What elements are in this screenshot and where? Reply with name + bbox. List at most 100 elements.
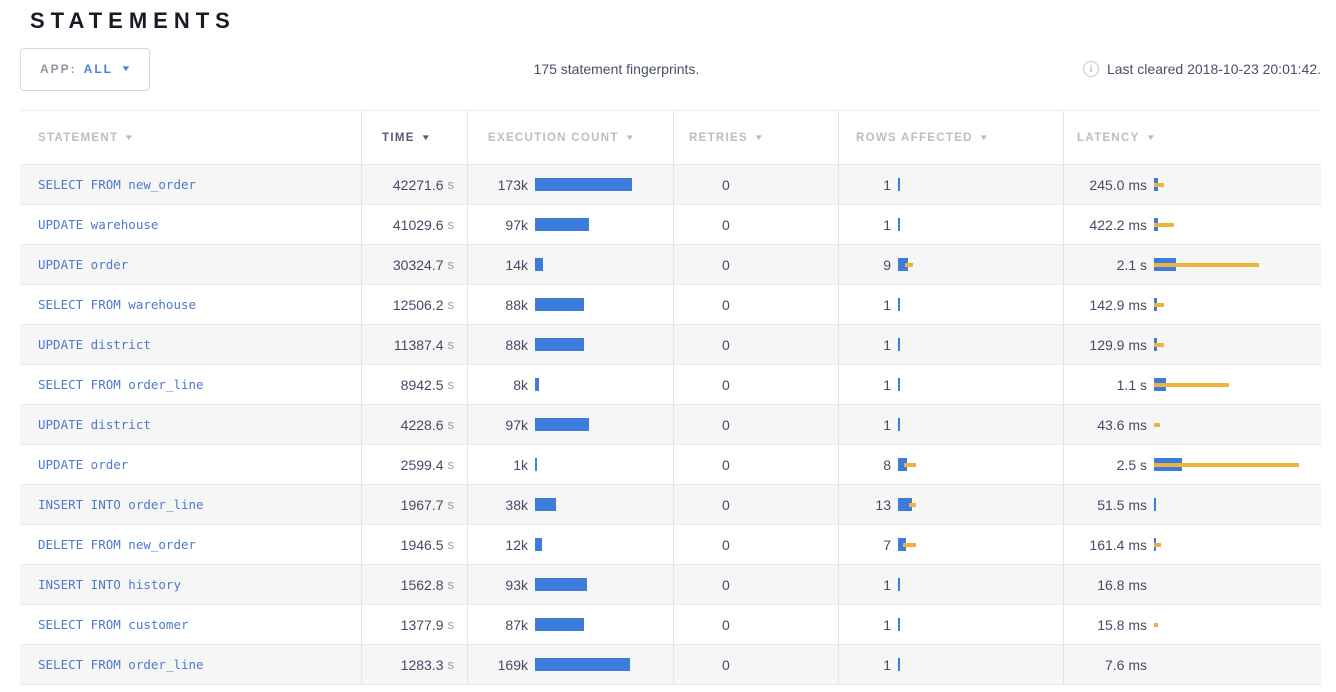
- statement-link[interactable]: SELECT FROM customer: [38, 617, 189, 632]
- rows-affected-cell: 1: [838, 645, 1063, 684]
- retries-cell: 0: [673, 165, 838, 204]
- time-value: 42271.6: [392, 176, 444, 193]
- table-row: SELECT FROM customer 1377.9 s 87k 0 1 15.8 ms: [20, 604, 1321, 644]
- execution-count-value: 88k: [505, 336, 528, 353]
- statement-cell: UPDATE warehouse: [20, 205, 361, 244]
- latency-bar-chart: [1154, 458, 1303, 471]
- column-header-retries[interactable]: RETRIES ▼: [673, 111, 838, 164]
- latency-bar-chart: [1154, 658, 1158, 671]
- latency-cell: 129.9 ms: [1063, 325, 1321, 364]
- sort-arrow-icon: ▼: [978, 133, 991, 142]
- table-row: UPDATE order 2599.4 s 1k 0 8 2.5 s: [20, 444, 1321, 484]
- statement-link[interactable]: INSERT INTO order_line: [38, 497, 204, 512]
- statement-cell: SELECT FROM order_line: [20, 645, 361, 684]
- statement-cell: SELECT FROM warehouse: [20, 285, 361, 324]
- retries-value: 0: [722, 456, 730, 473]
- execution-count-value: 87k: [505, 616, 528, 633]
- execution-count-cell: 173k: [467, 165, 673, 204]
- execution-count-cell: 12k: [467, 525, 673, 564]
- time-cell: 1377.9 s: [361, 605, 467, 644]
- execution-count-cell: 169k: [467, 645, 673, 684]
- time-cell: 12506.2 s: [361, 285, 467, 324]
- latency-value: 142.9 ms: [1089, 296, 1147, 313]
- execution-count-bar: [535, 538, 542, 551]
- statement-link[interactable]: INSERT INTO history: [38, 577, 181, 592]
- time-cell: 2599.4 s: [361, 445, 467, 484]
- execution-count-bar: [535, 178, 632, 191]
- statement-link[interactable]: UPDATE district: [38, 417, 151, 432]
- execution-count-cell: 87k: [467, 605, 673, 644]
- execution-count-cell: 8k: [467, 365, 673, 404]
- info-icon[interactable]: i: [1082, 61, 1099, 77]
- time-value: 1283.3: [400, 656, 444, 673]
- rows-affected-stddev-bar: [909, 502, 916, 507]
- rows-affected-bar-chart: [898, 538, 925, 551]
- latency-value: 161.4 ms: [1089, 536, 1147, 553]
- latency-value: 43.6 ms: [1097, 416, 1147, 433]
- rows-affected-mean-bar: [898, 618, 900, 631]
- execution-count-value: 88k: [505, 296, 528, 313]
- execution-count-value: 8k: [513, 376, 528, 393]
- latency-value: 51.5 ms: [1097, 496, 1147, 513]
- statement-link[interactable]: SELECT FROM order_line: [38, 377, 204, 392]
- execution-count-value: 93k: [505, 576, 528, 593]
- column-header-label: ROWS AFFECTED: [856, 131, 973, 144]
- rows-affected-value: 1: [883, 576, 891, 593]
- time-value: 2599.4: [400, 456, 444, 473]
- statement-link[interactable]: UPDATE order: [38, 257, 129, 272]
- statement-link[interactable]: UPDATE order: [38, 457, 129, 472]
- time-unit: s: [447, 417, 455, 432]
- statement-link[interactable]: SELECT FROM warehouse: [38, 297, 197, 312]
- rows-affected-value: 1: [883, 656, 891, 673]
- latency-stddev-bar: [1154, 542, 1161, 547]
- time-unit: s: [447, 217, 455, 232]
- statement-link[interactable]: SELECT FROM new_order: [38, 177, 197, 192]
- statement-link[interactable]: UPDATE district: [38, 337, 151, 352]
- latency-value: 2.1 s: [1116, 256, 1147, 273]
- execution-count-cell: 88k: [467, 325, 673, 364]
- statement-cell: UPDATE order: [20, 245, 361, 284]
- statement-link[interactable]: DELETE FROM new_order: [38, 537, 197, 552]
- time-unit: s: [447, 537, 455, 552]
- statement-link[interactable]: UPDATE warehouse: [38, 217, 159, 232]
- execution-count-value: 97k: [505, 216, 528, 233]
- time-unit: s: [447, 337, 455, 352]
- time-value: 12506.2: [392, 296, 444, 313]
- retries-cell: 0: [673, 565, 838, 604]
- rows-affected-value: 1: [883, 616, 891, 633]
- rows-affected-bar-chart: [898, 178, 906, 191]
- retries-cell: 0: [673, 245, 838, 284]
- statement-cell: UPDATE district: [20, 325, 361, 364]
- rows-affected-mean-bar: [898, 218, 900, 231]
- rows-affected-mean-bar: [898, 658, 900, 671]
- table-row: SELECT FROM order_line 1283.3 s 169k 0 1 7.6 m…: [20, 644, 1321, 684]
- statement-cell: SELECT FROM order_line: [20, 365, 361, 404]
- rows-affected-bar-chart: [898, 218, 906, 231]
- statement-cell: UPDATE order: [20, 445, 361, 484]
- rows-affected-value: 9: [883, 256, 891, 273]
- column-header-rows-affected[interactable]: ROWS AFFECTED ▼: [838, 111, 1063, 164]
- column-header-latency[interactable]: LATENCY ▼: [1063, 111, 1321, 164]
- retries-value: 0: [722, 616, 730, 633]
- rows-affected-value: 8: [883, 456, 891, 473]
- last-cleared-text: Last cleared 2018-10-23 20:01:42.: [1106, 61, 1321, 77]
- column-header-time[interactable]: TIME ▼: [361, 111, 467, 164]
- latency-cell: 15.8 ms: [1063, 605, 1321, 644]
- time-unit: s: [447, 577, 455, 592]
- rows-affected-cell: 13: [838, 485, 1063, 524]
- time-cell: 42271.6 s: [361, 165, 467, 204]
- execution-count-value: 1k: [513, 456, 528, 473]
- execution-count-cell: 14k: [467, 245, 673, 284]
- column-header-statement[interactable]: STATEMENT ▼: [20, 111, 361, 164]
- rows-affected-bar-chart: [898, 418, 906, 431]
- app-filter-dropdown[interactable]: APP: ALL ▼: [20, 47, 150, 91]
- execution-count-cell: 93k: [467, 565, 673, 604]
- latency-value: 15.8 ms: [1097, 616, 1147, 633]
- sort-arrow-icon: ▼: [123, 133, 136, 142]
- time-value: 41029.6: [392, 216, 444, 233]
- time-unit: s: [447, 457, 455, 472]
- statement-count-summary: 175 statement fingerprints.: [533, 61, 700, 77]
- column-header-execution-count[interactable]: EXECUTION COUNT ▼: [467, 111, 673, 164]
- statement-link[interactable]: SELECT FROM order_line: [38, 657, 204, 672]
- latency-cell: 1.1 s: [1063, 365, 1321, 404]
